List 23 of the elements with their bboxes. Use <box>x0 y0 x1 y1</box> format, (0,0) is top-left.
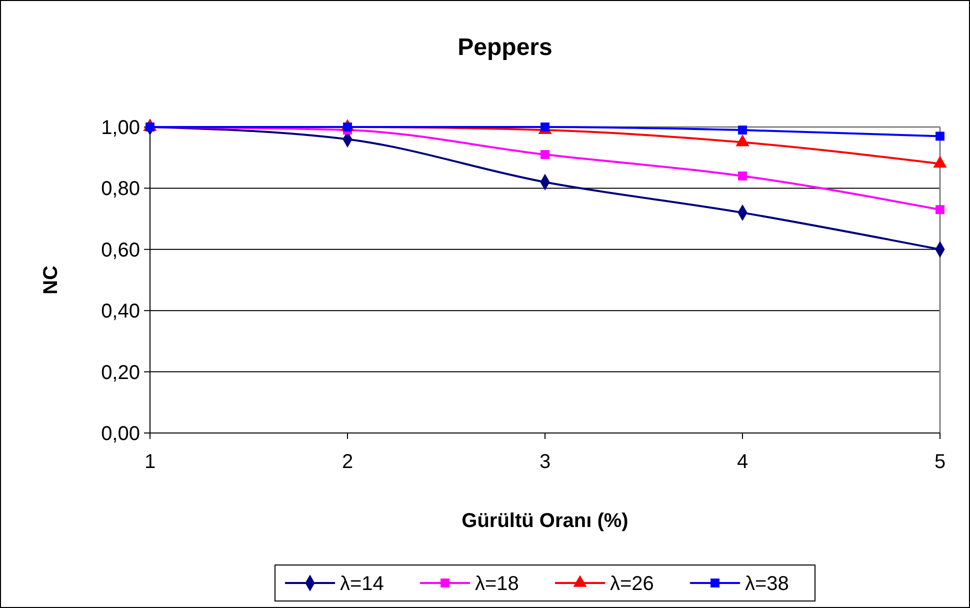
point <box>936 132 944 141</box>
legend-label: λ=26 <box>610 573 654 595</box>
x-tick-label: 1 <box>144 451 156 473</box>
point <box>936 205 944 214</box>
x-tick-label: 3 <box>539 451 551 473</box>
point <box>738 126 747 135</box>
y-tick-label: 0,60 <box>101 239 140 262</box>
y-tick-label: 0,20 <box>101 362 140 384</box>
y-tick-label: 0,40 <box>101 300 140 323</box>
point <box>738 171 747 180</box>
legend-label: λ=14 <box>340 573 384 595</box>
x-tick-label: 2 <box>342 451 354 473</box>
y-tick-label: 0,80 <box>101 178 140 200</box>
legend-label: λ=18 <box>475 573 519 595</box>
point <box>540 150 550 160</box>
y-tick-label: 1,00 <box>101 117 140 139</box>
x-axis-title: Gürültü Oranı (%) <box>462 510 628 532</box>
x-tick-label: 5 <box>934 451 946 473</box>
y-tick-label: 0,00 <box>101 423 140 445</box>
x-tick-label: 4 <box>736 451 748 473</box>
chart-title: Peppers <box>458 34 552 61</box>
y-axis-title: NC <box>40 266 62 294</box>
legend-label: λ=38 <box>745 573 789 595</box>
